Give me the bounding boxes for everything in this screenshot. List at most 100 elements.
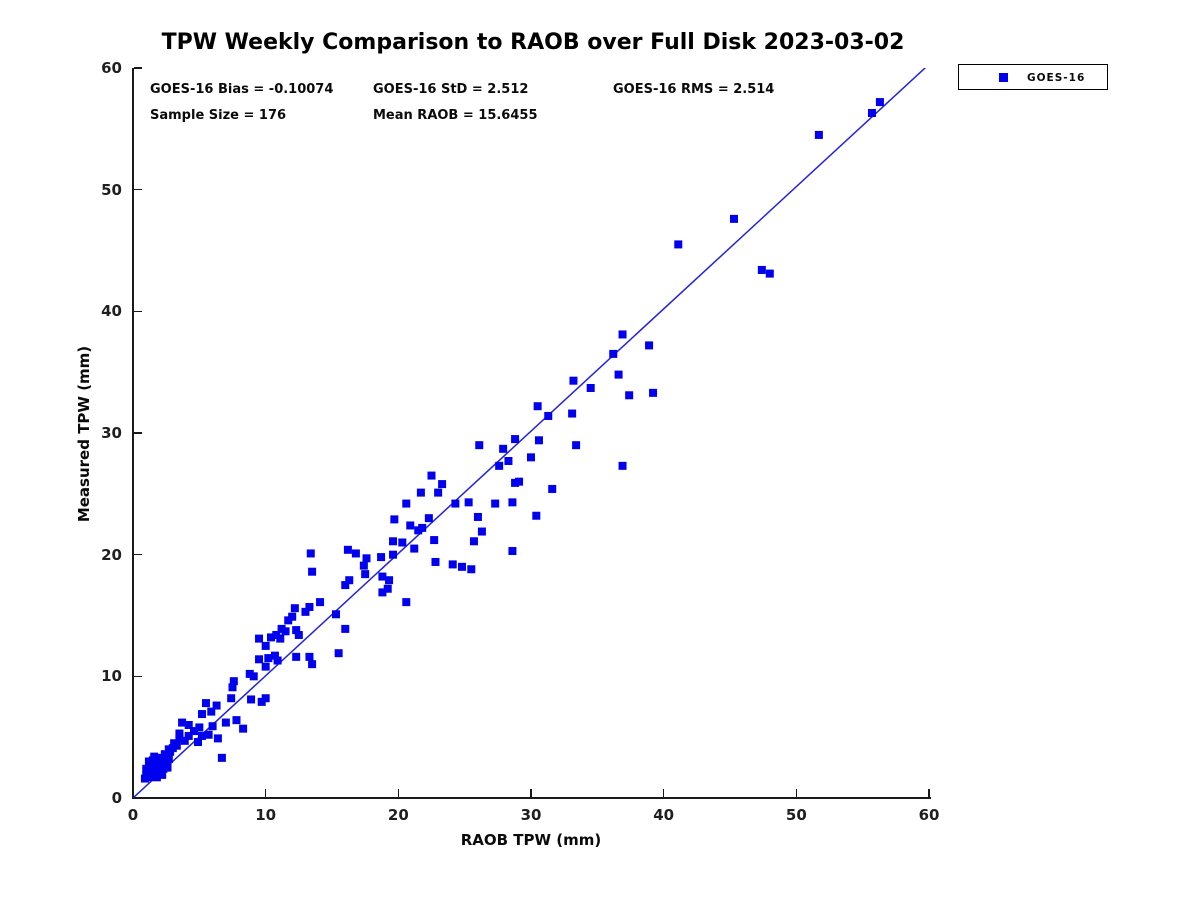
data-point-marker xyxy=(148,756,157,765)
legend-box: GOES-16 xyxy=(958,64,1108,90)
data-point-marker xyxy=(204,730,213,739)
data-point-marker xyxy=(197,731,206,740)
data-point-marker xyxy=(301,607,310,616)
x-tick-label: 40 xyxy=(653,806,675,824)
data-point-marker xyxy=(378,588,387,597)
data-point-marker xyxy=(294,630,303,639)
data-point-marker xyxy=(614,370,623,379)
data-point-marker xyxy=(142,764,151,773)
data-point-marker xyxy=(261,694,270,703)
data-point-marker xyxy=(645,341,654,350)
data-point-marker xyxy=(430,536,439,545)
data-point-marker xyxy=(625,391,634,400)
data-point-marker xyxy=(175,734,184,743)
data-point-marker xyxy=(406,521,415,530)
data-point-marker xyxy=(867,109,876,118)
data-point-marker xyxy=(814,130,823,139)
stat-rms: GOES-16 RMS = 2.514 xyxy=(613,82,775,97)
data-point-marker xyxy=(527,453,535,462)
data-point-marker xyxy=(385,576,394,585)
y-tick-mark xyxy=(134,553,142,556)
data-point-marker xyxy=(508,547,517,556)
x-axis-title: RAOB TPW (mm) xyxy=(460,831,602,849)
y-axis-title-text: Measured TPW (mm) xyxy=(75,345,93,523)
data-point-marker xyxy=(451,499,460,508)
data-point-marker xyxy=(276,634,285,643)
y-tick-label: 0 xyxy=(111,789,122,807)
data-point-marker xyxy=(362,554,371,563)
data-point-marker xyxy=(255,634,264,643)
data-point-marker xyxy=(273,656,282,665)
data-point-marker xyxy=(158,770,167,779)
y-tick-mark xyxy=(134,188,142,191)
data-point-marker xyxy=(351,549,360,558)
data-point-marker xyxy=(175,729,184,738)
data-point-marker xyxy=(378,572,387,581)
data-point-marker xyxy=(416,488,425,497)
data-point-marker xyxy=(402,598,411,607)
data-point-marker xyxy=(270,651,279,660)
data-point-marker xyxy=(495,461,504,470)
data-point-marker xyxy=(515,477,524,486)
x-axis-line xyxy=(132,797,931,799)
fit-line xyxy=(133,68,927,798)
y-axis-line xyxy=(132,68,134,799)
data-point-marker xyxy=(212,701,221,710)
data-point-marker xyxy=(434,488,443,497)
data-point-marker xyxy=(150,770,159,779)
data-point-marker xyxy=(197,710,206,719)
data-point-marker xyxy=(649,388,658,397)
data-point-marker xyxy=(458,562,467,571)
data-point-marker xyxy=(618,330,627,339)
stat-mean-raob: Mean RAOB = 15.6455 xyxy=(373,108,538,123)
data-point-marker xyxy=(305,602,314,611)
data-point-marker xyxy=(504,456,513,465)
data-point-marker xyxy=(207,707,216,716)
data-point-marker xyxy=(288,612,297,621)
data-point-marker xyxy=(569,376,578,385)
x-tick-label: 60 xyxy=(918,806,940,824)
data-point-marker xyxy=(229,677,238,686)
data-point-marker xyxy=(618,461,627,470)
data-point-marker xyxy=(341,624,350,633)
y-tick-label: 10 xyxy=(101,667,122,686)
data-point-marker xyxy=(208,722,217,731)
data-point-marker xyxy=(164,745,173,754)
x-tick-mark xyxy=(397,789,400,797)
data-point-marker xyxy=(308,567,317,576)
x-tick-mark xyxy=(530,789,532,797)
data-point-marker xyxy=(306,549,315,558)
data-point-marker xyxy=(438,480,447,489)
data-point-marker xyxy=(674,240,683,249)
data-point-marker xyxy=(305,652,314,661)
data-point-marker xyxy=(544,411,553,420)
data-point-marker xyxy=(389,537,398,546)
data-point-marker xyxy=(467,565,476,574)
data-point-marker xyxy=(609,349,618,358)
x-tick-label: 0 xyxy=(127,806,139,824)
stat-sample-size: Sample Size = 176 xyxy=(150,108,287,123)
data-point-marker xyxy=(389,550,398,559)
data-point-marker xyxy=(398,538,407,547)
data-point-marker xyxy=(586,383,595,392)
data-point-marker xyxy=(249,672,258,681)
y-tick-label: 20 xyxy=(101,545,122,564)
data-point-marker xyxy=(221,718,230,727)
data-point-marker xyxy=(160,750,169,759)
data-point-marker xyxy=(190,727,199,736)
data-point-marker xyxy=(292,626,301,635)
legend-label: GOES-16 xyxy=(1027,72,1086,84)
data-point-marker xyxy=(151,763,160,772)
data-point-marker xyxy=(427,471,436,480)
data-point-marker xyxy=(410,544,419,553)
data-point-marker xyxy=(261,662,270,671)
data-point-marker xyxy=(247,695,256,704)
data-point-marker xyxy=(875,98,884,107)
data-point-marker xyxy=(383,584,392,593)
data-point-marker xyxy=(261,641,270,650)
data-point-marker xyxy=(341,581,350,590)
data-point-marker xyxy=(281,627,290,636)
data-point-marker xyxy=(184,731,193,740)
data-point-marker xyxy=(266,633,275,642)
data-point-marker xyxy=(508,498,517,507)
